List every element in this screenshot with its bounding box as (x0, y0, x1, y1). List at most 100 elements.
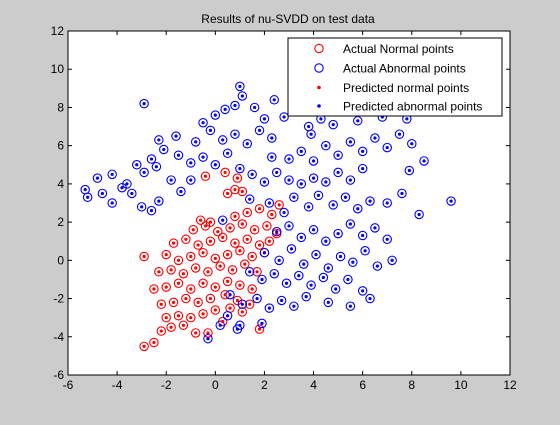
point-actual-normal-points (186, 251, 196, 262)
point-actual-abnormal-points (323, 297, 334, 308)
point-predicted-normal-points (152, 340, 156, 345)
point-actual-normal-points (213, 226, 223, 237)
point-predicted-abnormal-points (348, 304, 352, 308)
point-predicted-normal-points (228, 306, 232, 310)
point-predicted-abnormal-points (189, 178, 193, 182)
point-predicted-abnormal-points (135, 163, 139, 167)
point-actual-normal-points (193, 297, 203, 308)
point-actual-normal-points (161, 249, 171, 260)
point-actual-normal-points (166, 322, 176, 332)
point-predicted-normal-points (270, 212, 274, 217)
point-predicted-normal-points (233, 241, 237, 245)
point-predicted-normal-points (235, 176, 240, 180)
x-tick-label: 6 (359, 378, 366, 392)
point-actual-abnormal-points (328, 119, 338, 130)
point-predicted-normal-points (184, 296, 188, 301)
point-actual-abnormal-points (360, 246, 370, 256)
y-tick-label: 12 (51, 24, 65, 38)
point-predicted-normal-points (159, 329, 163, 333)
point-predicted-normal-points (208, 220, 213, 224)
point-predicted-normal-points (152, 287, 156, 291)
point-actual-abnormal-points (274, 255, 284, 266)
point-predicted-abnormal-points (194, 140, 198, 144)
point-predicted-abnormal-points (336, 153, 340, 157)
point-predicted-abnormal-points (299, 149, 303, 153)
point-predicted-abnormal-points (311, 176, 316, 180)
point-actual-normal-points (274, 200, 284, 210)
point-predicted-abnormal-points (162, 147, 166, 152)
data-points (80, 79, 456, 352)
legend-label-actual-normal: Actual Normal points (343, 42, 454, 56)
point-predicted-normal-points (267, 239, 271, 243)
point-predicted-abnormal-points (299, 235, 303, 239)
point-predicted-normal-points (169, 268, 173, 272)
point-predicted-abnormal-points (157, 138, 161, 142)
point-predicted-normal-points (257, 243, 262, 247)
point-predicted-abnormal-points (307, 124, 311, 129)
point-predicted-normal-points (245, 237, 249, 241)
point-actual-normal-points (267, 209, 277, 220)
point-predicted-abnormal-points (385, 145, 389, 150)
point-predicted-abnormal-points (351, 260, 355, 264)
point-predicted-abnormal-points (324, 239, 328, 243)
point-predicted-normal-points (213, 285, 217, 289)
point-predicted-abnormal-points (154, 165, 158, 169)
point-actual-normal-points (161, 282, 171, 292)
point-predicted-abnormal-points (201, 155, 205, 159)
point-predicted-abnormal-points (307, 205, 311, 209)
point-predicted-normal-points (164, 316, 168, 320)
point-predicted-abnormal-points (267, 201, 271, 205)
point-predicted-abnormal-points (343, 195, 348, 199)
legend-box (287, 37, 503, 117)
point-actual-normal-points (235, 280, 245, 290)
point-actual-abnormal-points (139, 167, 149, 178)
x-tick-label: -2 (161, 378, 172, 392)
point-predicted-abnormal-points (417, 212, 421, 217)
point-predicted-normal-points (206, 331, 210, 335)
point-actual-abnormal-points (173, 150, 184, 160)
point-predicted-normal-points (181, 272, 186, 276)
point-actual-abnormal-points (222, 148, 233, 159)
point-actual-abnormal-points (97, 188, 108, 199)
point-actual-abnormal-points (333, 150, 343, 160)
point-predicted-normal-points (196, 300, 200, 304)
point-predicted-abnormal-points (407, 168, 411, 173)
point-actual-abnormal-points (230, 100, 240, 111)
point-predicted-normal-points (159, 302, 163, 306)
point-actual-normal-points (181, 293, 191, 304)
point-predicted-abnormal-points (280, 298, 284, 303)
y-tick-label: 0 (57, 253, 64, 267)
point-actual-abnormal-points (397, 188, 407, 199)
legend-label-predicted-normal: Predicted normal points (343, 81, 469, 95)
point-predicted-normal-points (201, 312, 205, 316)
point-predicted-abnormal-points (282, 210, 286, 215)
point-actual-abnormal-points (269, 268, 280, 279)
point-actual-abnormal-points (382, 198, 392, 208)
point-actual-normal-points (193, 240, 203, 250)
point-predicted-abnormal-points (130, 191, 134, 196)
point-actual-normal-points (139, 341, 149, 352)
x-tick-label: -4 (112, 378, 123, 392)
point-actual-abnormal-points (259, 114, 270, 124)
point-actual-abnormal-points (107, 198, 117, 208)
point-predicted-abnormal-points (262, 251, 267, 255)
point-actual-abnormal-points (345, 219, 356, 229)
point-predicted-abnormal-points (361, 149, 365, 153)
point-actual-abnormal-points (136, 202, 147, 212)
point-predicted-normal-points (176, 281, 181, 285)
point-actual-normal-points (154, 267, 164, 277)
point-predicted-abnormal-points (238, 323, 242, 327)
point-predicted-normal-points (201, 281, 205, 285)
point-actual-abnormal-points (382, 234, 392, 245)
point-actual-normal-points (198, 278, 208, 289)
point-predicted-normal-points (194, 331, 198, 335)
point-actual-abnormal-points (308, 225, 319, 235)
point-actual-abnormal-points (284, 175, 294, 185)
point-actual-abnormal-points (294, 270, 304, 281)
point-actual-abnormal-points (186, 158, 196, 168)
y-tick-label: 10 (51, 62, 65, 76)
point-predicted-abnormal-points (140, 205, 144, 209)
legend-marker-predicted-normal (317, 85, 321, 90)
point-actual-abnormal-points (281, 278, 292, 289)
